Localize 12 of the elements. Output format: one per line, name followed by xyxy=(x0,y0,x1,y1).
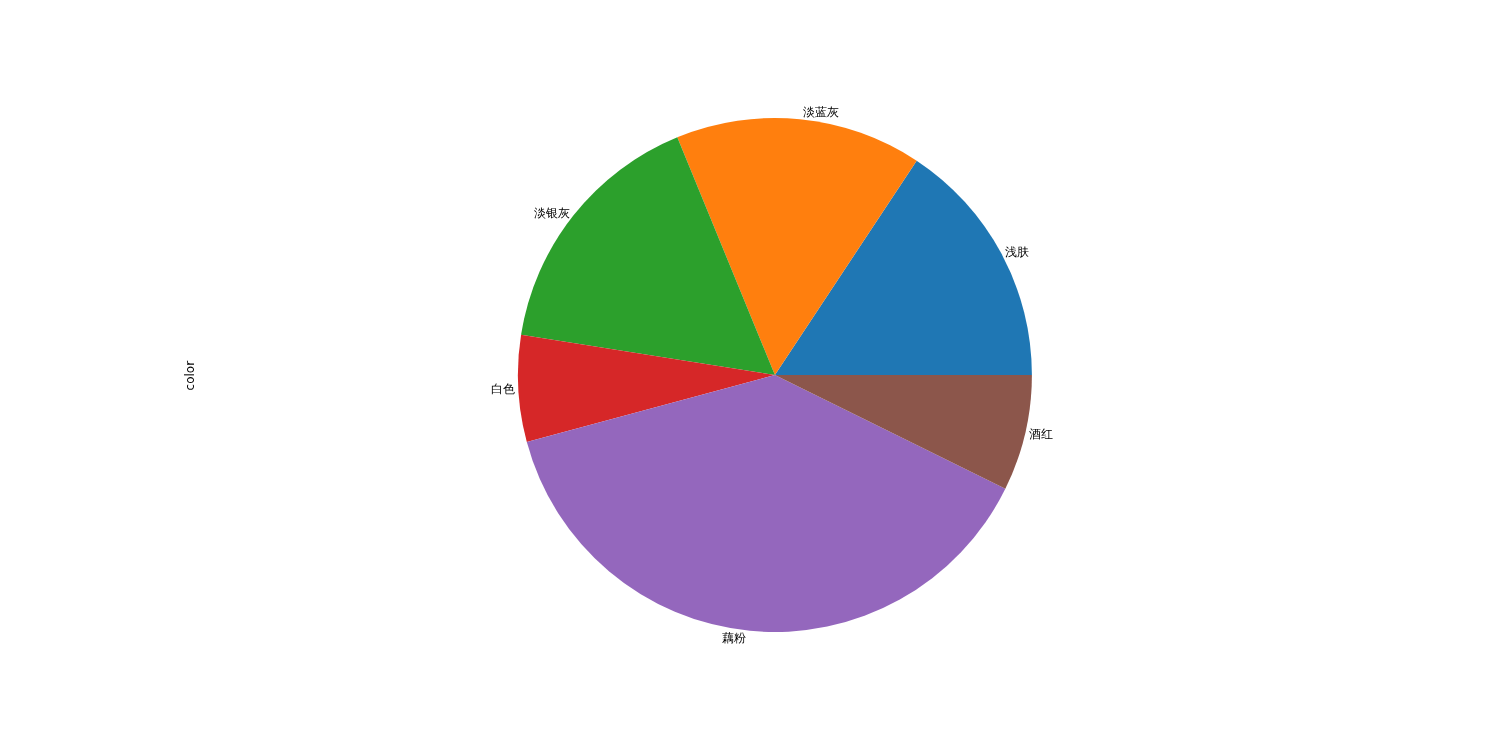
slice-label: 藕粉 xyxy=(722,630,747,645)
text: color xyxy=(183,360,198,391)
pie-slice xyxy=(677,118,917,375)
pie-slice xyxy=(526,375,1006,632)
slice-label: 浅肤 xyxy=(1004,244,1029,259)
pie-slice xyxy=(774,160,1032,375)
slice-label: 淡银灰 xyxy=(533,205,570,220)
slice-label: 酒红 xyxy=(1028,426,1053,441)
slice-label: 白色 xyxy=(490,381,515,396)
pie-slice xyxy=(521,137,775,375)
pie-slice xyxy=(518,334,775,443)
slice-label: 淡蓝灰 xyxy=(803,105,840,120)
